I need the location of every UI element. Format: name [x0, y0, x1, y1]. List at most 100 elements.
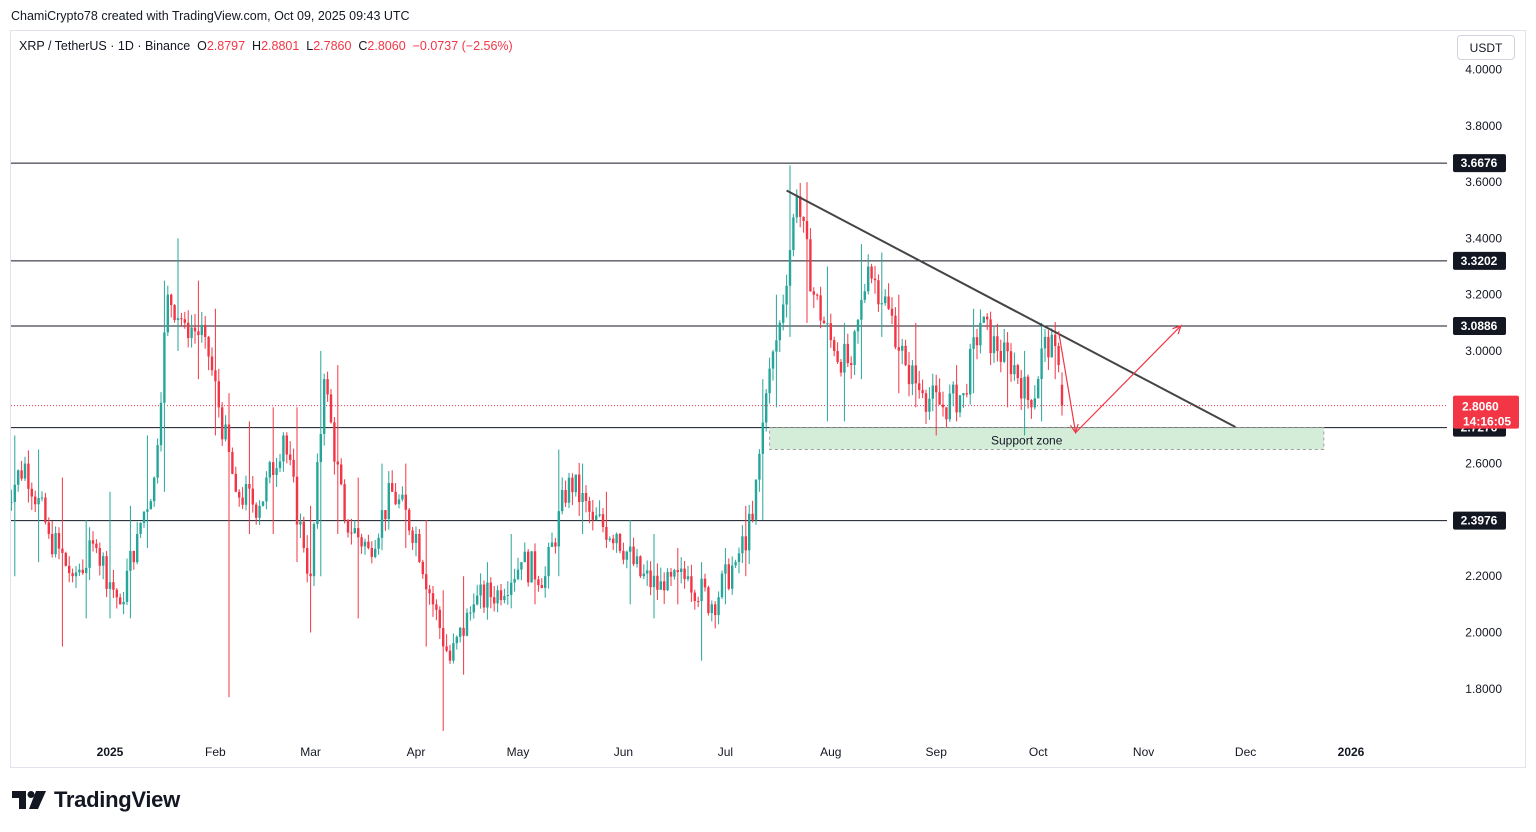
candle-body [646, 570, 649, 574]
candle-body [751, 513, 754, 520]
symbol-title[interactable]: XRP / TetherUS · 1D · Binance [19, 39, 191, 53]
candle-body [853, 331, 856, 366]
candle-body [401, 494, 404, 500]
candle-body [748, 513, 751, 551]
candle-body [13, 484, 16, 502]
candle-body [476, 595, 479, 605]
candle-body [452, 643, 455, 661]
candle-body [180, 318, 183, 320]
candle-body [846, 343, 849, 364]
candle-body [819, 295, 822, 321]
candle-body [68, 565, 71, 574]
candle-body [907, 365, 911, 385]
candle-body [367, 541, 370, 549]
candle-body [554, 542, 557, 547]
candle-body [1016, 365, 1019, 379]
candle-body [516, 569, 520, 579]
current-price-badge [1453, 395, 1519, 429]
candle-body [843, 343, 846, 373]
candle-body [880, 303, 883, 305]
y-tick-label: 3.4000 [1465, 231, 1502, 245]
candle-body [676, 570, 679, 573]
candle-body [425, 574, 428, 590]
candle-body [567, 477, 571, 503]
candle-body [493, 597, 496, 604]
candle-body [591, 511, 594, 520]
candle-body [867, 266, 870, 292]
chart-credit: ChamiCrypto78 created with TradingView.c… [11, 9, 410, 23]
candle-body [724, 564, 727, 574]
tradingview-logo-icon [12, 791, 46, 809]
candle-body [261, 501, 265, 506]
candle-body [234, 473, 237, 492]
candle-body [710, 604, 713, 614]
candle-body [27, 463, 30, 489]
candle-body [159, 402, 163, 446]
candle-body [625, 551, 628, 560]
candle-body [472, 604, 475, 613]
bar-countdown-label: 14:16:05 [1463, 415, 1511, 429]
level-label: 2.3976 [1461, 514, 1498, 528]
candle-body [850, 363, 853, 366]
candle-body [999, 351, 1002, 362]
candle-body [306, 548, 309, 574]
candle-body [574, 474, 577, 493]
candle-body [771, 351, 775, 369]
candle-body [530, 551, 533, 583]
candle-body [680, 568, 683, 573]
candle-body [323, 379, 326, 434]
high-value: 2.8801 [261, 39, 300, 53]
currency-button[interactable]: USDT [1457, 35, 1515, 60]
open-value: 2.8797 [206, 39, 246, 53]
candle-body [979, 322, 982, 346]
candle-body [1043, 336, 1047, 349]
candle-body [1006, 342, 1009, 352]
candle-body [737, 553, 741, 563]
candle-body [1003, 342, 1006, 362]
candle-body [700, 578, 703, 602]
support-zone [769, 427, 1325, 451]
close-label: C [358, 39, 368, 53]
candle-body [309, 573, 312, 577]
candle-body [618, 533, 622, 551]
candle-body [863, 291, 866, 300]
candle-body [265, 477, 268, 502]
candle-body [540, 585, 543, 588]
candle-body [754, 479, 758, 520]
candle-body [812, 291, 815, 295]
candle-body [598, 514, 601, 516]
candle-body [30, 488, 33, 497]
y-tick-label: 3.8000 [1465, 119, 1502, 133]
open-label: O [197, 39, 207, 53]
candle-body [255, 504, 258, 518]
candle-body [244, 484, 248, 505]
level-badge [1453, 511, 1506, 530]
candle-body [387, 483, 390, 520]
candle-body [809, 239, 812, 292]
candle-body [380, 510, 384, 538]
candle-body [782, 304, 785, 323]
symbol-legend: XRP / TetherUS · 1D · Binance O2.8797 H2… [19, 39, 513, 53]
candle-body [523, 551, 526, 563]
candle-body [163, 332, 166, 403]
y-tick-label: 2.0000 [1465, 626, 1502, 640]
x-tick-label: Dec [1235, 745, 1256, 759]
candle-body [289, 454, 292, 460]
candle-body [1013, 365, 1016, 375]
level-badge [1453, 154, 1506, 173]
candle-body [462, 627, 465, 636]
candle-body [544, 576, 547, 588]
candle-body [418, 533, 421, 562]
candle-body [47, 522, 50, 534]
candle-body [948, 393, 951, 420]
candle-body [1026, 376, 1030, 401]
candle-body [904, 345, 907, 366]
candle-body [421, 561, 424, 575]
candle-body [193, 327, 197, 332]
candle-body [686, 576, 690, 580]
tradingview-footer: TradingView [12, 787, 180, 813]
x-tick-label: Nov [1133, 745, 1154, 759]
candle-body [720, 573, 724, 598]
candle-body [350, 532, 353, 534]
